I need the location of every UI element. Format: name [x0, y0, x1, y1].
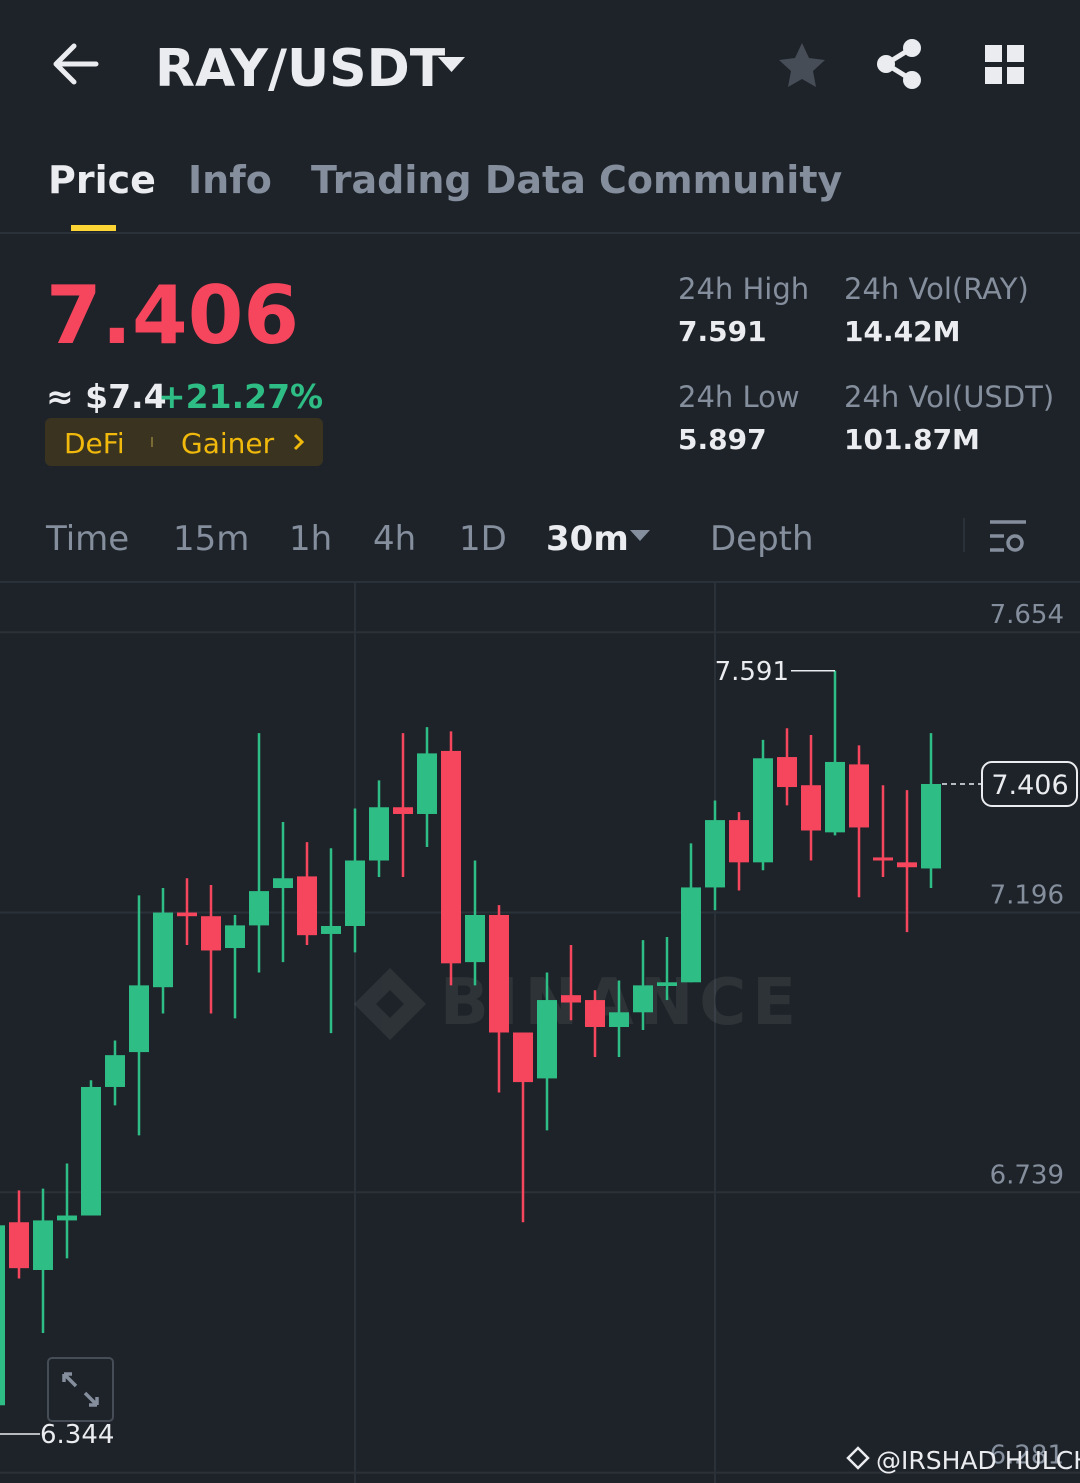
tab[interactable]: Community	[599, 158, 842, 202]
stat-value: 14.42M	[844, 315, 960, 348]
candle-body	[585, 1000, 605, 1027]
last-price-label: 7.406	[991, 770, 1068, 801]
interval[interactable]: 4h	[373, 519, 416, 559]
last-price-box	[981, 760, 1078, 807]
candle-body	[825, 761, 845, 833]
tab[interactable]: Price	[48, 158, 156, 202]
fiat-price: ≈ $7.4	[46, 377, 167, 416]
separator	[963, 518, 965, 552]
min-marker: 6.344	[40, 1420, 114, 1450]
candle-body	[393, 807, 413, 814]
candle-body	[441, 750, 461, 964]
candle-body	[0, 1225, 5, 1406]
stat-label: 24h Vol(USDT)	[844, 380, 1054, 414]
tag-box[interactable]	[45, 418, 323, 466]
stat-value: 101.87M	[844, 423, 980, 456]
candle-body	[609, 1012, 629, 1027]
y-tick-label: 6.739	[990, 1160, 1064, 1190]
candle-body	[897, 862, 917, 868]
y-tick-label: 6.281	[990, 1441, 1064, 1471]
divider	[0, 232, 1080, 234]
candle-body	[849, 764, 869, 828]
candle-body	[657, 982, 677, 986]
credit-icon	[846, 1446, 870, 1470]
candle-body	[537, 1000, 557, 1079]
candle-body	[225, 925, 245, 949]
candle-body	[489, 914, 509, 1033]
tab[interactable]: Info	[188, 158, 272, 202]
candle-body	[153, 912, 173, 988]
interval[interactable]: 1D	[459, 519, 507, 559]
candle-body	[921, 783, 941, 869]
interval[interactable]: 30m	[546, 519, 629, 559]
candle-body	[321, 925, 341, 934]
stat-label: 24h High	[678, 272, 809, 306]
candle-body	[633, 985, 653, 1013]
back-button[interactable]	[53, 43, 99, 85]
candle-body	[105, 1055, 125, 1087]
tab-indicator	[71, 225, 116, 231]
candle-body	[753, 758, 773, 863]
candle-body	[681, 887, 701, 983]
candle-body	[465, 914, 485, 963]
plot: 7.654 7.196 6.739 6.281 7.591 6.344 7.406	[0, 600, 1080, 1474]
candle-body	[297, 876, 317, 936]
candle-body	[417, 753, 437, 814]
watermark: BINANCE	[354, 966, 796, 1040]
candle-body	[81, 1086, 101, 1216]
candle-body	[705, 820, 725, 888]
candle-body	[345, 860, 365, 926]
candle-body	[729, 820, 749, 863]
share-icon[interactable]	[877, 39, 921, 89]
tag[interactable]: Gainer	[181, 427, 275, 460]
favorite-icon[interactable]	[779, 43, 825, 87]
y-tick-label: 7.196	[990, 881, 1064, 911]
interval[interactable]: 15m	[173, 519, 249, 559]
chart-settings-icon[interactable]	[990, 520, 1026, 552]
fullscreen-icon	[62, 1372, 99, 1407]
y-tick-label: 7.654	[990, 600, 1064, 630]
chart-border	[0, 581, 1080, 583]
candle-body	[57, 1215, 77, 1221]
interval-dropdown[interactable]	[630, 530, 650, 541]
candle-body	[129, 985, 149, 1053]
tag[interactable]: DeFi	[64, 427, 125, 460]
pair-dropdown[interactable]	[438, 57, 465, 72]
credit: @IRSHAD HULCH	[876, 1446, 1080, 1475]
last-price: 7.406	[46, 269, 299, 362]
pair-title[interactable]: RAY/USDT	[155, 39, 446, 99]
tag-separator	[151, 437, 153, 447]
interval[interactable]: 1h	[289, 519, 332, 559]
interval[interactable]: Time	[45, 519, 129, 559]
change-percent: +21.27%	[158, 377, 323, 416]
candle-body	[777, 757, 797, 788]
candle-body	[873, 857, 893, 861]
fullscreen-button[interactable]	[47, 1357, 114, 1422]
candle-body	[513, 1032, 533, 1083]
candle-body	[801, 785, 821, 831]
stat-value: 5.897	[678, 423, 767, 456]
candle-body	[561, 995, 581, 1003]
candle-body	[177, 912, 197, 917]
candle-body	[249, 891, 269, 926]
candle-body	[201, 916, 221, 951]
candle-body	[9, 1222, 29, 1269]
stat-value: 7.591	[678, 315, 767, 348]
stat-label: 24h Vol(RAY)	[844, 272, 1029, 306]
candle-body	[33, 1220, 53, 1270]
grid-icon[interactable]	[985, 45, 1024, 84]
max-marker: 7.591	[715, 657, 789, 687]
interval[interactable]: Depth	[710, 519, 814, 559]
stat-label: 24h Low	[678, 380, 800, 414]
candle-body	[369, 807, 389, 861]
candle-body	[273, 878, 293, 889]
tab[interactable]: Trading Data	[311, 158, 586, 202]
tag-chevron	[293, 433, 305, 451]
